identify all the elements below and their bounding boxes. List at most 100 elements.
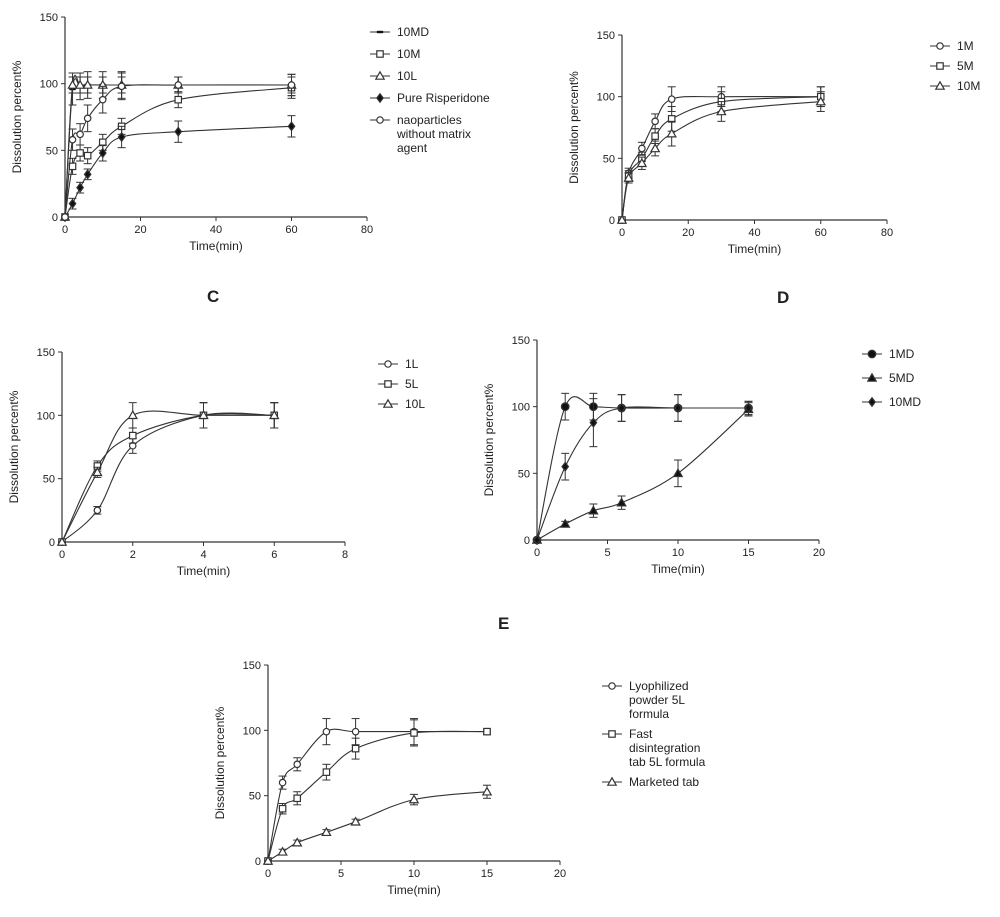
data-point xyxy=(638,144,646,153)
panel-letter-e: E xyxy=(498,614,510,633)
legend-label-line: 10M xyxy=(957,79,980,93)
series-2 xyxy=(61,76,296,221)
y-tick-label: 0 xyxy=(255,856,261,868)
data-point xyxy=(561,461,570,472)
y-tick-label: 100 xyxy=(40,79,58,91)
legend-item-3: 10L xyxy=(378,397,425,411)
data-point xyxy=(651,117,659,126)
data-point xyxy=(269,409,280,420)
legend-label-line: disintegration xyxy=(629,741,700,755)
data-point xyxy=(262,855,274,865)
legend-label: 5L xyxy=(405,377,419,391)
x-tick-label: 80 xyxy=(361,224,373,236)
y-tick-label: 100 xyxy=(243,725,261,737)
panel-letter-c: C xyxy=(207,287,220,306)
series-5 xyxy=(61,72,296,221)
data-point xyxy=(674,402,682,414)
y-tick-label: 50 xyxy=(46,145,58,157)
data-point xyxy=(351,727,360,736)
series-3 xyxy=(616,91,826,224)
data-point xyxy=(617,402,626,414)
data-point xyxy=(293,794,302,803)
data-point xyxy=(616,214,628,224)
legend-label: naoparticles without matrix agent xyxy=(396,113,471,155)
legend-item-1: 1L xyxy=(378,357,419,371)
legend-item-3: 10M xyxy=(930,79,980,93)
series-2 xyxy=(58,402,279,546)
legend-marker xyxy=(608,682,616,690)
x-tick-label: 20 xyxy=(813,547,825,559)
data-point xyxy=(68,162,77,171)
y-tick-label: 100 xyxy=(512,402,530,414)
legend-marker xyxy=(934,80,946,90)
data-point xyxy=(350,816,361,826)
legend-label-line: 1MD xyxy=(889,347,915,361)
y-tick-label: 100 xyxy=(597,92,615,104)
legend-label: Fast disintegration tab 5L formula xyxy=(629,727,706,769)
data-point xyxy=(589,417,598,428)
legend-label: 10MD xyxy=(397,25,429,39)
legend-item-5: naoparticles without matrix agent xyxy=(370,113,471,155)
legend-marker xyxy=(606,776,618,786)
legend-label-line: 5M xyxy=(957,59,974,73)
x-axis-label: Time(min) xyxy=(177,564,231,578)
data-point xyxy=(68,135,77,144)
x-tick-label: 40 xyxy=(210,224,222,236)
x-tick-label: 2 xyxy=(130,549,136,561)
x-tick-label: 80 xyxy=(881,227,893,239)
chart-1: 0 20 40 60 80 0 50 100 150 Time(min) Dissolution p… xyxy=(10,12,490,253)
y-tick-label: 50 xyxy=(43,474,55,486)
legend-item-2: Fast disintegration tab 5L formula xyxy=(602,727,706,769)
data-point xyxy=(293,760,302,769)
data-point xyxy=(74,79,86,89)
legend-label: 10L xyxy=(397,69,417,83)
legend-marker xyxy=(936,62,944,70)
y-tick-label: 150 xyxy=(512,335,530,347)
legend-label-line: naoparticles xyxy=(397,113,462,127)
legend-marker xyxy=(374,70,386,80)
legend-label-line: Lyophilized xyxy=(629,679,689,693)
x-tick-label: 20 xyxy=(134,224,146,236)
series-line xyxy=(536,408,749,541)
x-tick-label: 40 xyxy=(748,227,760,239)
series-4 xyxy=(61,115,296,223)
legend-label-line: Fast xyxy=(629,727,653,741)
data-point xyxy=(76,149,84,157)
data-point xyxy=(98,147,107,159)
legend-label-line: 1L xyxy=(405,357,419,371)
chart-3: 0 2 4 6 8 0 50 100 150 Time(min) Dissolution perce… xyxy=(7,347,425,578)
x-tick-label: 10 xyxy=(672,547,684,559)
data-point xyxy=(56,536,68,546)
legend-item-2: 5L xyxy=(378,377,419,391)
y-tick-label: 100 xyxy=(37,410,55,422)
data-point xyxy=(623,172,634,182)
legend-label-line: agent xyxy=(397,141,428,155)
data-point xyxy=(672,467,684,478)
legend-item-1: 1M xyxy=(930,39,974,53)
legend-label: 5MD xyxy=(889,371,915,385)
series-line xyxy=(267,791,488,862)
chart-5: 0 5 10 15 20 0 50 100 150 Time(min) Dissolution pe… xyxy=(213,660,706,897)
data-point xyxy=(588,505,599,515)
series-line xyxy=(536,406,749,541)
x-tick-label: 0 xyxy=(59,549,65,561)
legend-label: 5M xyxy=(957,59,974,73)
x-tick-label: 20 xyxy=(682,227,694,239)
y-axis-label: Dissolution percent% xyxy=(10,60,24,173)
data-point xyxy=(667,95,676,103)
legend-label-line: 10L xyxy=(397,69,417,83)
legend-marker xyxy=(376,116,384,124)
data-point xyxy=(67,79,78,89)
x-axis-label: Time(min) xyxy=(189,239,243,253)
y-tick-label: 0 xyxy=(52,212,58,224)
y-tick-label: 0 xyxy=(609,215,615,227)
legend-item-3: Marketed tab xyxy=(602,775,699,789)
x-axis-label: Time(min) xyxy=(728,242,782,256)
data-point xyxy=(666,128,677,138)
data-point xyxy=(127,409,138,420)
data-point xyxy=(716,106,727,116)
legend-item-2: 5MD xyxy=(862,371,915,385)
data-point xyxy=(174,95,183,104)
x-tick-label: 15 xyxy=(481,868,493,880)
x-tick-label: 0 xyxy=(534,547,540,559)
